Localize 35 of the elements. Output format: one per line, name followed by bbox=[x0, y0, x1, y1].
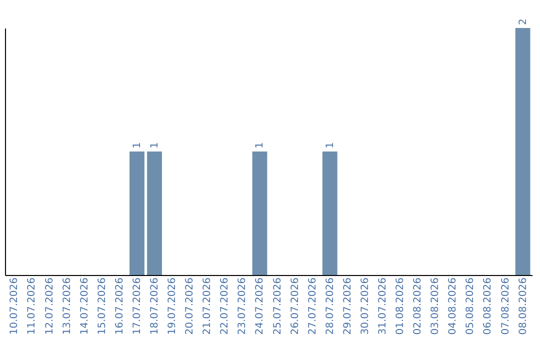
x-tick-label: 26.07.2026 bbox=[290, 278, 301, 335]
x-tick-label: 20.07.2026 bbox=[184, 278, 196, 335]
x-tick-label: 14.07.2026 bbox=[79, 278, 90, 335]
x-tick-label: 19.07.2026 bbox=[167, 278, 178, 335]
x-tick-label: 31.07.2026 bbox=[377, 278, 388, 335]
x-tick-label: 30.07.2026 bbox=[360, 278, 371, 335]
x-tick-label: 25.07.2026 bbox=[272, 278, 284, 335]
x-tick-label: 12.07.2026 bbox=[44, 278, 56, 335]
x-tick-label: 13.07.2026 bbox=[62, 278, 73, 335]
x-tick-label: 04.08.2026 bbox=[448, 278, 459, 335]
data-label: 1 bbox=[132, 142, 143, 148]
x-tick-label: 23.07.2026 bbox=[237, 278, 248, 335]
x-tick-label: 03.08.2026 bbox=[430, 278, 442, 335]
x-tick-label: 22.07.2026 bbox=[220, 278, 231, 335]
x-tick-label: 08.08.2026 bbox=[518, 278, 529, 335]
data-label: 1 bbox=[150, 142, 161, 148]
x-tick-label: 17.07.2026 bbox=[132, 278, 143, 335]
x-tick-label: 24.07.2026 bbox=[254, 278, 266, 335]
x-tick-label: 01.08.2026 bbox=[395, 278, 406, 335]
x-tick-label: 11.07.2026 bbox=[26, 278, 38, 335]
x-tick-label: 07.08.2026 bbox=[500, 278, 512, 335]
x-tick-label: 15.07.2026 bbox=[96, 278, 108, 335]
x-tick-label: 16.07.2026 bbox=[114, 278, 126, 335]
x-tick-label: 05.08.2026 bbox=[465, 278, 476, 335]
x-tick-label: 10.07.2026 bbox=[9, 278, 20, 335]
x-tick-label: 29.07.2026 bbox=[342, 278, 354, 335]
x-tick-label: 27.07.2026 bbox=[307, 278, 318, 335]
x-tick-label: 28.07.2026 bbox=[324, 278, 336, 335]
x-tick-label: 02.08.2026 bbox=[412, 278, 424, 335]
data-label: 2 bbox=[518, 18, 529, 25]
x-tick-label: 21.07.2026 bbox=[202, 278, 214, 335]
data-label: 1 bbox=[254, 142, 266, 148]
x-tick-label: 18.07.2026 bbox=[150, 278, 161, 335]
x-tick-label: 06.08.2026 bbox=[482, 278, 494, 335]
data-label: 1 bbox=[324, 142, 336, 148]
